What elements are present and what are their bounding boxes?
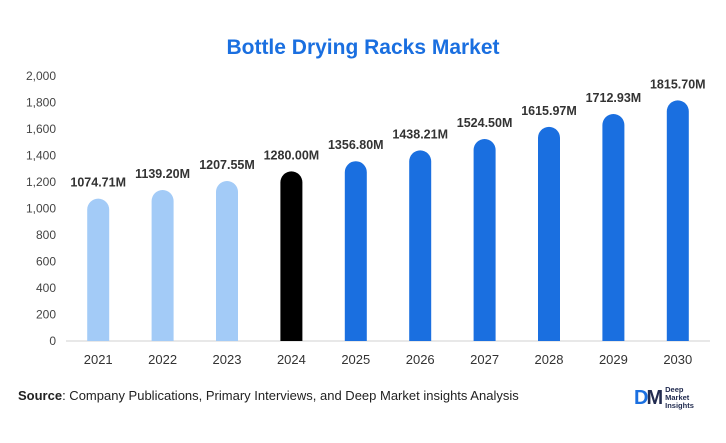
y-tick-label: 1,600: [26, 122, 56, 136]
y-axis: 0 200 400 600 800 1,000 1,200 1,400 1,600 1,800 2,…: [26, 69, 56, 348]
chart-title: Bottle Drying Racks Market: [226, 36, 500, 59]
data-label-2025: 1356.80M: [328, 138, 384, 152]
x-tick-label-2027: 2027: [470, 352, 499, 367]
y-tick-label: 0: [49, 334, 56, 348]
bar-2023: [216, 180, 238, 341]
source-note: Source: Company Publications, Primary In…: [18, 388, 519, 403]
bar-2028: [538, 126, 560, 342]
logo-text: Deep Market Insights: [665, 386, 694, 410]
y-tick-label: 1,000: [26, 202, 56, 216]
x-tick-label-2030: 2030: [663, 352, 692, 367]
y-tick-label: 1,400: [26, 149, 56, 163]
bar-2030: [666, 100, 689, 341]
x-axis-labels: 2021 2022 2023 2024 2025 2026 2027 2028 2029 2030: [84, 352, 693, 367]
logo-mark-m: M: [646, 387, 663, 409]
y-tick-label: 1,200: [26, 175, 56, 189]
y-tick-label: 200: [36, 308, 56, 322]
source-text: : Company Publications, Primary Intervie…: [62, 388, 519, 403]
y-tick-label: 600: [36, 255, 56, 269]
bar-2021: [87, 198, 110, 341]
bar-2025: [344, 161, 367, 341]
logo-line-1: Deep: [665, 385, 684, 394]
data-label-2021: 1074.71M: [70, 176, 126, 190]
logo-mark-d: D: [634, 387, 649, 409]
bar-2029: [602, 114, 625, 341]
bar-2027: [473, 139, 496, 341]
x-tick-label-2029: 2029: [599, 352, 628, 367]
data-label-2030: 1815.70M: [650, 77, 706, 91]
bar-2024: [280, 171, 303, 341]
data-label-2024: 1280.00M: [264, 148, 320, 162]
data-label-2027: 1524.50M: [457, 116, 513, 130]
x-tick-label-2023: 2023: [213, 352, 242, 367]
bar-2026: [409, 150, 432, 341]
x-tick-label-2024: 2024: [277, 352, 306, 367]
source-key: Source: [18, 388, 63, 403]
data-labels: 1074.71M 1139.20M 1207.55M 1280.00M 1356.80M…: [70, 77, 705, 189]
y-tick-label: 800: [36, 228, 56, 242]
x-tick-label-2021: 2021: [84, 352, 113, 367]
data-label-2028: 1615.97M: [521, 104, 577, 118]
x-tick-label-2026: 2026: [406, 352, 435, 367]
data-label-2029: 1712.93M: [586, 91, 642, 105]
x-tick-label-2025: 2025: [341, 352, 370, 367]
logo-line-2: Market: [665, 393, 690, 402]
bar-2022: [151, 190, 174, 341]
x-tick-label-2028: 2028: [535, 352, 564, 367]
data-label-2026: 1438.21M: [392, 127, 448, 141]
y-tick-label: 1,800: [26, 96, 56, 110]
y-tick-label: 400: [36, 281, 56, 295]
x-tick-label-2022: 2022: [148, 352, 177, 367]
logo-mark-icon: DM: [634, 387, 663, 409]
data-label-2022: 1139.20M: [135, 167, 190, 181]
y-tick-label: 2,000: [26, 69, 56, 83]
data-label-2023: 1207.55M: [199, 158, 255, 172]
logo-line-3: Insights: [665, 401, 694, 410]
company-logo: DM Deep Market Insights: [634, 383, 694, 413]
bars: [87, 100, 689, 342]
